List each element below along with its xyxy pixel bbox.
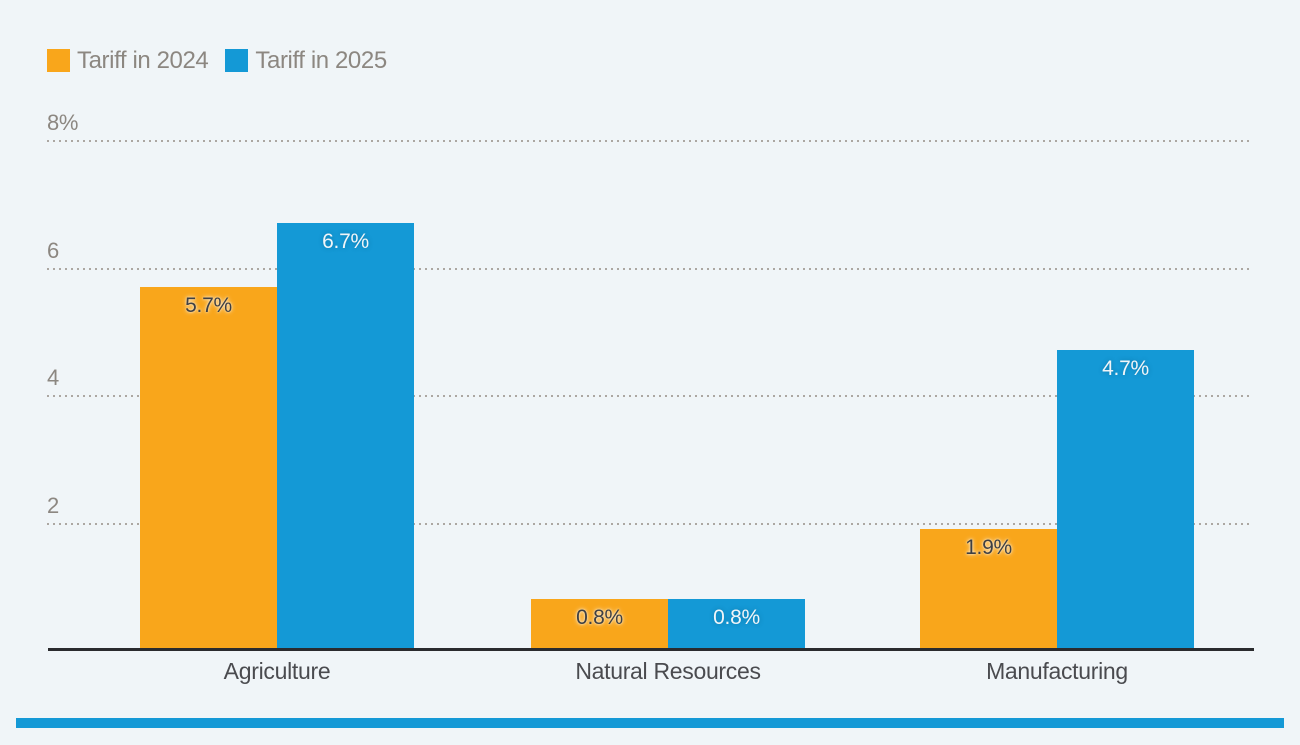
y-axis-tick-label: 2 <box>47 493 59 518</box>
bar-value-label: 6.7% <box>322 230 369 253</box>
bar-value-label: 0.8% <box>713 606 760 629</box>
legend-swatch-blue-icon <box>225 49 249 72</box>
x-axis-category-label: Natural Resources <box>575 658 761 684</box>
x-axis-category-label: Agriculture <box>223 658 331 684</box>
bar-tariff-in-2024-agriculture: 5.7% <box>140 287 277 650</box>
bar-value-label: 0.8% <box>576 606 623 629</box>
legend-swatch-orange-icon <box>47 49 70 72</box>
legend-item-tariff-2025: Tariff in 2025 <box>225 47 387 74</box>
gridline <box>47 523 1253 525</box>
y-axis-tick-label: 8% <box>47 110 79 135</box>
gridline <box>47 268 1253 270</box>
bar-tariff-in-2025-manufacturing: 4.7% <box>1057 350 1194 650</box>
legend-label: Tariff in 2025 <box>255 47 387 74</box>
gridline <box>47 395 1253 397</box>
footer-accent-strip <box>16 718 1284 728</box>
gridline <box>47 140 1253 142</box>
bar-tariff-in-2025-natural-resources: 0.8% <box>668 599 805 650</box>
legend-item-tariff-2024: Tariff in 2024 <box>47 47 209 74</box>
chart-legend: Tariff in 2024 Tariff in 2025 <box>47 47 387 74</box>
bar-value-label: 1.9% <box>965 536 1012 559</box>
legend-label: Tariff in 2024 <box>77 47 209 74</box>
y-axis-tick-label: 6 <box>47 238 59 263</box>
y-axis-tick-label: 4 <box>47 365 59 390</box>
bar-tariff-in-2025-agriculture: 6.7% <box>277 223 414 650</box>
bar-value-label: 5.7% <box>185 294 232 317</box>
x-axis-category-label: Manufacturing <box>986 658 1128 684</box>
bar-tariff-in-2024-natural-resources: 0.8% <box>531 599 668 650</box>
bar-tariff-in-2024-manufacturing: 1.9% <box>920 529 1057 650</box>
bar-value-label: 4.7% <box>1102 357 1149 380</box>
x-axis-line <box>48 648 1254 651</box>
